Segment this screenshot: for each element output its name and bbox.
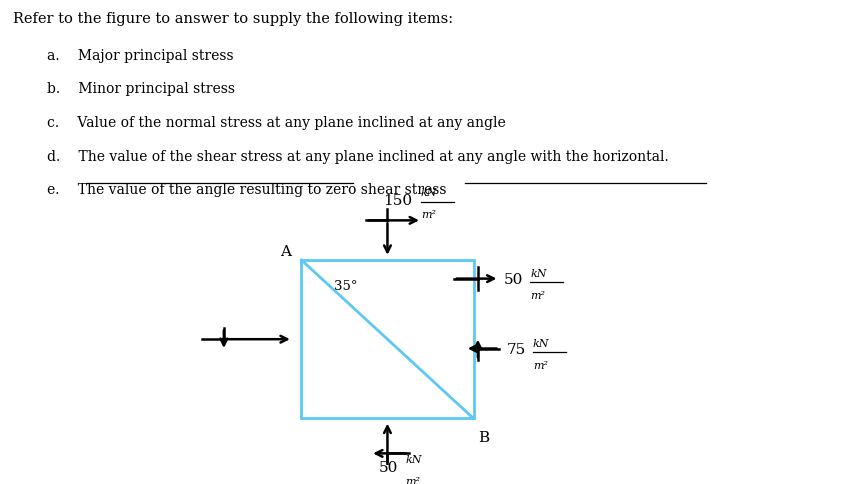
Text: kN: kN (533, 338, 549, 348)
Text: B: B (478, 430, 489, 444)
Bar (301, 260, 474, 419)
Text: a.  Major principal stress: a. Major principal stress (47, 49, 234, 63)
Text: 50: 50 (379, 460, 399, 474)
Text: e.  The value of the angle resulting to zero shear stress: e. The value of the angle resulting to z… (47, 183, 447, 197)
Text: 150: 150 (383, 194, 412, 208)
Text: 35°: 35° (334, 279, 357, 292)
Text: 50: 50 (504, 272, 523, 286)
Text: m²: m² (421, 210, 436, 220)
Text: b.  Minor principal stress: b. Minor principal stress (47, 82, 235, 96)
Text: kN: kN (530, 268, 547, 278)
Text: m²: m² (530, 290, 545, 300)
Text: m²: m² (533, 360, 548, 370)
Text: A: A (280, 244, 291, 258)
Text: kN: kN (406, 454, 422, 464)
Text: c.  Value of the normal stress at any plane inclined at any angle: c. Value of the normal stress at any pla… (47, 116, 506, 130)
Text: d.  The value of the shear stress at any plane inclined at any angle with the ho: d. The value of the shear stress at any … (47, 149, 669, 163)
Text: m²: m² (406, 476, 420, 484)
Text: kN: kN (421, 188, 437, 197)
Text: 75: 75 (506, 342, 525, 356)
Text: Refer to the figure to answer to supply the following items:: Refer to the figure to answer to supply … (13, 12, 453, 26)
